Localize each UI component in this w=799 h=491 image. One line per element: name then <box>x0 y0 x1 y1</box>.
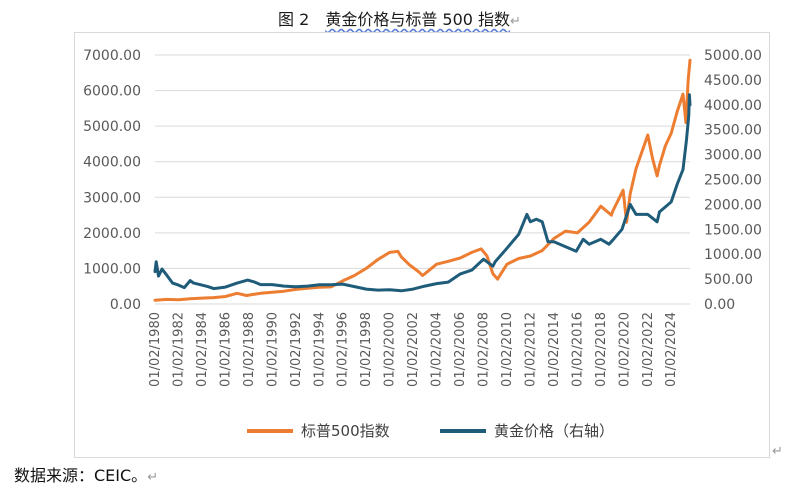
x-axis-tick-label: 01/02/1996 <box>336 312 351 387</box>
left-axis-tick-label: 0.00 <box>110 297 141 313</box>
paragraph-mark-icon: ↵ <box>772 444 783 459</box>
right-axis-tick-label: 0.00 <box>704 297 735 313</box>
sp500-series-line <box>153 58 692 302</box>
gold-series-line <box>153 93 692 293</box>
x-axis-tick-label: 01/02/2000 <box>383 312 398 387</box>
x-axis-tick-label: 01/02/1988 <box>242 312 257 387</box>
x-axis-tick-label: 01/02/2018 <box>594 312 609 387</box>
x-axis-tick-label: 01/02/2012 <box>523 312 538 387</box>
figure-title-text: 黄金价格与标普 500 指数 <box>325 10 511 29</box>
gridlines <box>155 54 690 305</box>
x-axis-tick-label: 01/02/2016 <box>570 312 585 387</box>
right-axis-tick-label: 1000.00 <box>704 247 762 263</box>
right-axis-tick-label: 500.00 <box>704 272 753 288</box>
x-axis-ticks: 01/02/1980 01/02/1982 01/02/1984 01/02/1986… <box>148 312 679 387</box>
x-axis-tick-label: 01/02/2024 <box>664 312 679 387</box>
legend-label: 标普500指数 <box>301 422 390 440</box>
x-axis-tick-label: 01/02/1980 <box>148 312 163 387</box>
left-axis-tick-label: 4000.00 <box>83 155 141 171</box>
x-axis-tick-label: 01/02/1984 <box>195 312 210 387</box>
x-axis-tick-label: 01/02/2002 <box>406 312 421 387</box>
source-note-text: 数据来源：CEIC。 <box>14 466 148 485</box>
right-axis-tick-label: 3000.00 <box>704 148 762 164</box>
x-axis-tick-label: 01/02/2022 <box>641 312 656 387</box>
right-axis-tick-label: 4500.00 <box>704 73 762 89</box>
chart-svg: 0.00 1000.00 2000.00 3000.00 4000.00 5000.00 6… <box>83 48 762 440</box>
paragraph-mark-icon: ↵ <box>510 14 521 29</box>
right-axis-tick-label: 2500.00 <box>704 173 762 189</box>
legend: 标普500指数 黄金价格（右轴） <box>247 422 614 440</box>
x-axis-tick-label: 01/02/2004 <box>430 312 445 387</box>
figure-number: 图 2 <box>278 10 326 29</box>
x-axis-tick-label: 01/02/1994 <box>312 312 327 387</box>
x-axis-tick-label: 01/02/1986 <box>218 312 233 387</box>
x-axis-tick-label: 01/02/2014 <box>547 312 562 387</box>
x-axis-tick-label: 01/02/2020 <box>617 312 632 387</box>
left-axis-tick-label: 1000.00 <box>83 261 141 277</box>
right-axis-tick-label: 1500.00 <box>704 222 762 238</box>
legend-label: 黄金价格（右轴） <box>494 422 614 440</box>
left-axis-tick-label: 7000.00 <box>83 48 141 64</box>
x-axis-tick-label: 01/02/1998 <box>359 312 374 387</box>
x-axis-tick-label: 01/02/2006 <box>453 312 468 387</box>
left-axis-tick-label: 6000.00 <box>83 84 141 100</box>
right-axis-tick-label: 3500.00 <box>704 123 762 139</box>
left-axis-tick-label: 5000.00 <box>83 119 141 135</box>
chart-area: 0.00 1000.00 2000.00 3000.00 4000.00 5000.00 6… <box>74 32 770 458</box>
left-axis-tick-label: 3000.00 <box>83 190 141 206</box>
source-note: 数据来源：CEIC。↵ <box>14 462 158 486</box>
paragraph-mark-icon: ↵ <box>147 470 159 485</box>
x-axis-tick-label: 01/02/2010 <box>500 312 515 387</box>
figure-title: 图 2 黄金价格与标普 500 指数↵ <box>0 6 799 30</box>
right-axis-ticks: 0.00 500.00 1000.00 1500.00 2000.00 2500.00 30… <box>704 48 762 313</box>
right-axis-tick-label: 2000.00 <box>704 197 762 213</box>
x-axis-tick-label: 01/02/1982 <box>171 312 186 387</box>
x-axis-tick-label: 01/02/1992 <box>289 312 304 387</box>
right-axis-tick-label: 5000.00 <box>704 48 762 64</box>
left-axis-ticks: 0.00 1000.00 2000.00 3000.00 4000.00 5000.00 6… <box>83 48 141 313</box>
right-axis-tick-label: 4000.00 <box>704 98 762 114</box>
left-axis-tick-label: 2000.00 <box>83 226 141 242</box>
x-axis-tick-label: 01/02/1990 <box>265 312 280 387</box>
x-axis-tick-label: 01/02/2008 <box>477 312 492 387</box>
series-lines <box>153 58 692 302</box>
